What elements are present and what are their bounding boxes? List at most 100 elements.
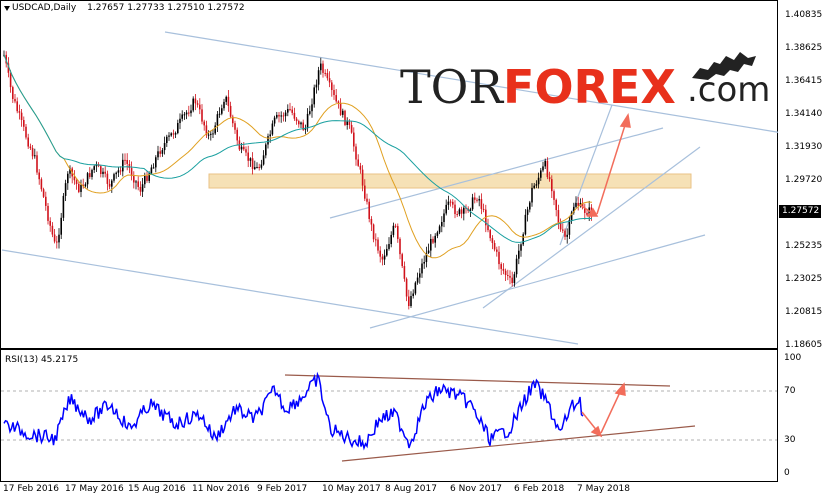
date-axis-label: 17 Feb 2016 (3, 484, 60, 494)
candle-body (40, 179, 43, 190)
candle-body (531, 187, 533, 203)
candle-body (326, 73, 329, 79)
candle-body (368, 201, 370, 219)
candle-body (584, 207, 586, 213)
candle-body (500, 264, 502, 269)
candle-body (564, 230, 566, 237)
chart-menu-icon[interactable] (4, 6, 10, 11)
candle-body (412, 293, 414, 297)
candle-body (69, 168, 71, 174)
candle-body (419, 273, 421, 278)
candle-body (498, 251, 500, 265)
candle-body (302, 122, 304, 130)
candle-body (139, 186, 142, 192)
candle-body (12, 87, 14, 99)
candle-body (221, 108, 223, 114)
candle-body (67, 173, 69, 184)
candle-body (278, 114, 280, 117)
candle-body (265, 144, 267, 156)
candle-body (423, 262, 425, 264)
candle-body (93, 166, 95, 170)
candle-body (16, 101, 18, 112)
candle-body (557, 210, 560, 223)
forecast-arrow-up-head (619, 112, 631, 128)
price-chart-panel[interactable]: USDCAD,Daily 1.27657 1.27733 1.27510 1.2… (0, 0, 778, 349)
price-axis-label: 1.38625 (785, 43, 822, 53)
price-axis-label: 1.34140 (785, 109, 822, 119)
candle-body (293, 112, 296, 119)
rsi-axis-label: 70 (784, 386, 796, 396)
candle-body (172, 133, 175, 135)
date-axis-label: 11 Nov 2016 (192, 484, 250, 494)
candle-body (282, 115, 285, 117)
forecast-arrow-down-head (586, 207, 599, 217)
candle-body (111, 180, 113, 187)
candle-body (210, 133, 212, 135)
trendline-support (369, 234, 706, 329)
candle-body (546, 160, 549, 178)
candle-body (357, 159, 359, 166)
candle-body (542, 166, 544, 171)
candle-body (388, 244, 390, 249)
candle-body (559, 222, 562, 230)
candle-body (130, 167, 133, 177)
candle-body (291, 109, 293, 113)
symbol-header: USDCAD,Daily 1.27657 1.27733 1.27510 1.2… (3, 3, 245, 13)
candle-body (555, 199, 557, 211)
candle-body (537, 177, 540, 185)
candle-body (287, 109, 289, 113)
candle-body (108, 183, 111, 187)
candle-body (73, 176, 76, 181)
date-axis-label: 17 May 2016 (65, 484, 124, 494)
candle-body (568, 219, 571, 235)
candle-body (493, 242, 496, 250)
candle-body (201, 109, 203, 122)
rsi-axis-label: 0 (784, 468, 790, 478)
candle-body (342, 110, 344, 115)
candle-body (359, 165, 362, 170)
price-axis-label: 1.20815 (785, 307, 822, 317)
candle-body (399, 238, 401, 255)
date-axis-label: 8 Aug 2017 (385, 484, 437, 494)
candle-body (267, 136, 269, 145)
candle-body (269, 134, 271, 137)
candle-body (86, 173, 89, 185)
candle-body (522, 234, 524, 245)
candle-body (520, 244, 522, 251)
rsi-chart-svg (0, 349, 778, 482)
candle-body (392, 225, 395, 235)
candle-body (124, 159, 126, 161)
rsi-header: RSI(13) 45.2175 (5, 355, 79, 365)
rsi-panel[interactable] (0, 349, 778, 482)
candle-body (20, 112, 23, 121)
candle-body (432, 238, 434, 243)
candle-body (533, 185, 535, 188)
candle-body (196, 103, 199, 105)
candle-body (454, 204, 456, 215)
candle-body (476, 199, 478, 201)
candle-body (507, 274, 509, 276)
candle-body (227, 96, 230, 106)
candle-body (214, 125, 216, 134)
candle-body (78, 184, 80, 192)
candle-body (225, 96, 227, 102)
candle-body (234, 123, 236, 130)
candle-body (562, 229, 564, 231)
candle-body (146, 175, 148, 181)
candle-body (489, 230, 491, 239)
candle-body (23, 120, 25, 127)
rsi-axis-label: 100 (784, 353, 802, 363)
candle-body (379, 250, 381, 257)
candle-body (335, 95, 337, 102)
candle-body (344, 110, 346, 125)
candle-body (232, 116, 234, 124)
candle-body (18, 111, 21, 113)
candle-body (205, 125, 208, 136)
candle-body (256, 166, 258, 168)
rsi-line (3, 371, 584, 451)
candle-body (304, 128, 307, 130)
candle-body (289, 109, 291, 111)
candle-body (317, 70, 320, 85)
candle-body (161, 150, 164, 154)
candle-body (544, 160, 546, 167)
